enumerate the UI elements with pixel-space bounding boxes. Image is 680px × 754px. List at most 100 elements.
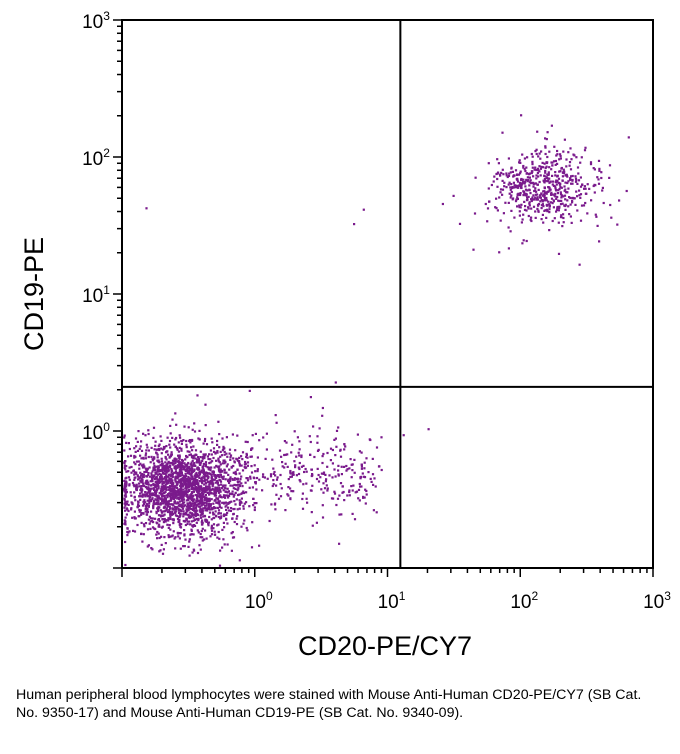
event-dot: [199, 485, 202, 488]
event-dot: [558, 199, 561, 203]
event-dot: [540, 150, 543, 153]
event-dot: [292, 490, 295, 493]
event-dot: [272, 479, 275, 482]
event-dot: [546, 190, 549, 193]
event-dot: [272, 467, 275, 470]
event-dot: [237, 487, 240, 490]
event-dot: [321, 406, 324, 410]
event-dot: [190, 471, 193, 474]
event-dot: [181, 502, 184, 505]
event-dot: [130, 508, 133, 511]
event-dot: [550, 197, 554, 200]
event-dot: [148, 488, 151, 491]
event-dot: [168, 487, 171, 490]
event-dot: [579, 161, 582, 164]
event-dot: [152, 436, 155, 439]
event-dot: [212, 492, 215, 495]
event-dot: [152, 462, 156, 465]
event-dot: [199, 487, 202, 490]
event-dot: [532, 205, 536, 208]
event-dot: [189, 467, 192, 470]
event-dot: [174, 505, 177, 509]
event-dot: [141, 494, 145, 497]
event-dot: [538, 165, 541, 168]
event-dot: [544, 137, 547, 140]
event-dot: [549, 201, 552, 204]
event-dot: [193, 524, 197, 527]
event-dot: [165, 471, 168, 474]
event-dot: [125, 470, 128, 473]
event-dot: [526, 176, 529, 179]
event-dot: [204, 437, 207, 441]
event-dot: [199, 536, 202, 539]
event-dot: [551, 164, 554, 167]
event-dot: [515, 184, 518, 187]
event-dot: [169, 490, 172, 493]
event-dot: [225, 465, 228, 468]
event-dot: [204, 504, 207, 507]
event-dot: [184, 470, 187, 473]
event-dot: [452, 194, 455, 197]
event-dot: [309, 396, 312, 399]
event-dot: [220, 475, 223, 479]
event-dot: [225, 504, 228, 507]
event-dot: [165, 445, 168, 448]
event-dot: [184, 511, 188, 514]
event-dot: [569, 177, 572, 180]
event-dot: [174, 478, 177, 481]
event-dot: [155, 475, 158, 478]
event-dot: [523, 182, 526, 185]
event-dot: [125, 485, 128, 488]
event-dot: [520, 184, 523, 187]
event-dot: [333, 468, 336, 471]
event-dot: [219, 494, 222, 497]
event-dot: [172, 460, 176, 463]
event-dot: [290, 490, 293, 493]
event-dot: [521, 153, 524, 156]
event-dot: [198, 480, 201, 483]
event-dot: [147, 472, 150, 475]
event-dot: [219, 488, 222, 491]
event-dot: [507, 157, 510, 160]
event-dot: [175, 436, 178, 440]
event-dot: [550, 193, 553, 196]
event-dot: [532, 175, 535, 178]
event-dot: [150, 517, 153, 520]
event-dot: [183, 512, 186, 515]
event-dot: [141, 488, 144, 491]
event-dot: [501, 193, 504, 196]
event-dot: [144, 457, 148, 460]
event-dot: [162, 481, 165, 484]
event-dot: [348, 467, 351, 470]
event-dot: [214, 486, 217, 489]
event-dot: [132, 469, 135, 472]
event-dot: [231, 484, 234, 487]
event-dot: [210, 524, 213, 527]
event-dot: [203, 495, 206, 498]
event-dot: [219, 480, 223, 483]
event-dot: [182, 439, 185, 442]
event-dot: [150, 472, 153, 475]
event-dot: [206, 500, 209, 503]
event-dot: [190, 512, 193, 515]
event-dot: [269, 475, 273, 478]
event-dot: [148, 497, 151, 500]
event-dot: [214, 494, 218, 497]
event-dot: [130, 507, 133, 510]
event-dot: [618, 199, 621, 202]
event-dot: [512, 174, 515, 177]
event-dot: [140, 449, 144, 452]
event-dot: [199, 507, 202, 510]
event-dot: [217, 491, 221, 494]
event-dot: [517, 185, 520, 188]
event-dot: [146, 545, 149, 548]
event-dot: [137, 478, 140, 481]
event-dot: [201, 482, 204, 485]
event-dot: [158, 491, 161, 495]
event-dot: [558, 188, 561, 191]
event-dot: [238, 456, 241, 459]
event-dot: [286, 453, 289, 456]
event-dot: [341, 485, 344, 488]
event-dot: [569, 168, 573, 171]
event-dot: [258, 544, 261, 547]
